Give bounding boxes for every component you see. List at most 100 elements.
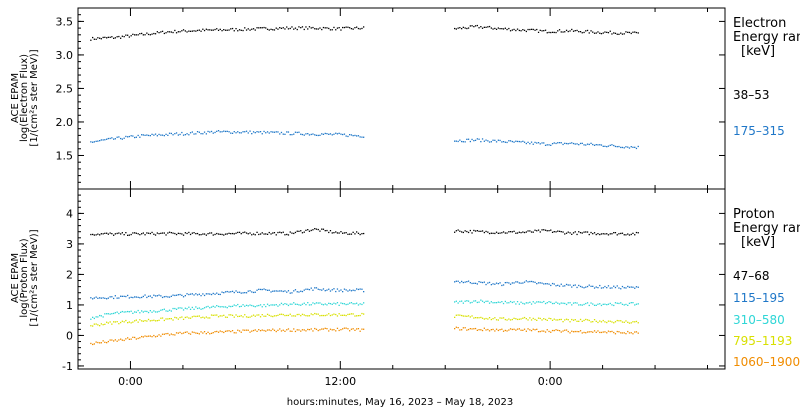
electron-data-point (120, 137, 122, 140)
electron-data-point (188, 134, 190, 136)
proton-data-point (621, 232, 624, 234)
proton-data-point (520, 329, 522, 331)
proton-data-point (286, 314, 288, 317)
electron-data-point (567, 30, 569, 33)
proton-data-point (263, 329, 265, 332)
proton-data-point (172, 334, 174, 336)
proton-data-point (553, 302, 555, 305)
proton-data-point (602, 331, 604, 333)
proton-data-point (499, 282, 501, 284)
proton-legend: Proton Energy ran [keV] 47–68 115–195 31… (733, 207, 800, 369)
proton-data-point (205, 234, 207, 236)
proton-data-point (210, 232, 213, 234)
electron-data-point (154, 33, 157, 35)
proton-data-point (593, 330, 596, 332)
proton-data-point (455, 280, 457, 282)
proton-data-point (504, 329, 506, 332)
proton-data-point (238, 231, 241, 233)
proton-data-point (347, 328, 349, 330)
electron-data-point (579, 31, 582, 33)
proton-data-point (509, 231, 512, 233)
proton-data-point (121, 320, 123, 322)
proton-data-point (128, 311, 130, 313)
proton-data-point (312, 289, 314, 291)
proton-data-point (280, 302, 283, 304)
proton-data-point (457, 280, 459, 282)
proton-data-point (139, 319, 141, 321)
proton-data-point (347, 290, 349, 292)
proton-data-point (221, 291, 223, 293)
proton-data-point (518, 282, 520, 284)
proton-data-point (259, 330, 262, 332)
proton-data-point (231, 314, 234, 316)
proton-data-point (331, 303, 333, 305)
electron-data-point (471, 138, 473, 141)
electron-data-point (289, 134, 291, 136)
x-tick-label: 0:00 (118, 375, 143, 388)
proton-data-point (182, 234, 185, 236)
proton-data-point (553, 329, 555, 332)
proton-data-point (473, 317, 475, 319)
proton-data-point (167, 232, 169, 234)
electron-data-point (268, 29, 270, 31)
electron-data-point (256, 131, 258, 133)
proton-data-point (474, 282, 477, 284)
proton-data-point (317, 313, 319, 315)
proton-data-point (502, 231, 505, 233)
electron-data-point (221, 131, 223, 133)
electron-data-point (630, 146, 632, 148)
proton-data-point (200, 331, 202, 333)
electron-data-point (352, 28, 354, 30)
proton-data-point (294, 315, 297, 317)
proton-data-point (174, 307, 176, 310)
electron-data-point (560, 31, 562, 33)
proton-data-point (224, 233, 227, 235)
proton-data-point (154, 295, 157, 297)
proton-data-point (272, 290, 274, 292)
proton-data-point (544, 229, 547, 231)
proton-data-point (308, 289, 311, 291)
proton-data-point (303, 302, 305, 304)
proton-data-point (181, 332, 183, 335)
proton-data-point (480, 230, 482, 232)
proton-data-point (511, 318, 513, 321)
electron-data-point (555, 31, 557, 34)
proton-data-point (219, 330, 221, 332)
electron-data-point (525, 142, 527, 145)
proton-data-point (357, 288, 360, 291)
proton-points (90, 228, 639, 346)
electron-data-point (270, 28, 272, 30)
proton-data-point (221, 315, 223, 317)
proton-data-point (576, 302, 578, 304)
electron-data-point (578, 144, 580, 146)
electron-data-point (529, 28, 531, 31)
electron-data-point (317, 28, 319, 30)
electron-data-point (588, 143, 590, 146)
proton-data-point (125, 319, 127, 322)
proton-data-point (307, 229, 309, 231)
proton-data-point (102, 297, 104, 299)
electron-data-point (196, 131, 199, 133)
proton-data-point (539, 330, 541, 333)
electron-data-point (184, 30, 186, 32)
proton-data-point (233, 233, 235, 235)
proton-data-point (147, 335, 150, 337)
proton-data-point (247, 316, 249, 318)
proton-data-point (113, 234, 115, 236)
proton-data-point (268, 231, 270, 234)
proton-data-point (333, 232, 335, 234)
electron-plot-frame (77, 7, 726, 190)
proton-data-point (331, 329, 333, 331)
proton-data-point (494, 232, 496, 235)
proton-data-point (522, 302, 524, 305)
proton-data-point (632, 232, 634, 234)
proton-data-point (120, 311, 122, 313)
proton-data-point (209, 317, 211, 319)
proton-data-point (621, 332, 624, 334)
proton-data-point (324, 314, 326, 317)
electron-data-point (284, 28, 286, 30)
proton-data-point (326, 304, 328, 306)
proton-data-point (151, 336, 153, 338)
electron-data-point (508, 140, 510, 142)
electron-data-point (226, 29, 228, 31)
